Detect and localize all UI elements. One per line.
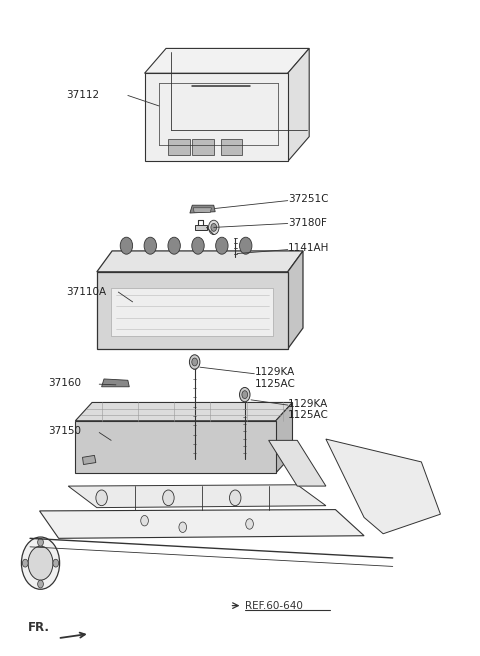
Circle shape (229, 490, 241, 506)
Circle shape (190, 355, 200, 369)
Text: 37180F: 37180F (288, 218, 326, 228)
Polygon shape (193, 208, 211, 213)
Polygon shape (97, 251, 303, 272)
Circle shape (192, 358, 198, 366)
Circle shape (144, 237, 156, 254)
Polygon shape (144, 49, 309, 73)
Polygon shape (97, 272, 288, 349)
Circle shape (168, 237, 180, 254)
Text: 37160: 37160 (48, 378, 81, 388)
Text: 1141AH: 1141AH (288, 243, 329, 253)
Circle shape (246, 519, 253, 529)
Circle shape (22, 537, 60, 589)
Polygon shape (83, 455, 96, 464)
Circle shape (192, 237, 204, 254)
Circle shape (208, 220, 219, 235)
Circle shape (240, 237, 252, 254)
Text: 1129KA: 1129KA (288, 399, 328, 409)
Circle shape (96, 490, 108, 506)
Polygon shape (288, 251, 303, 349)
Polygon shape (75, 420, 276, 473)
Circle shape (120, 237, 132, 254)
Text: 37251C: 37251C (288, 194, 328, 204)
Polygon shape (221, 138, 242, 155)
Circle shape (242, 391, 248, 399)
Text: FR.: FR. (28, 621, 49, 634)
Circle shape (179, 522, 187, 533)
Polygon shape (276, 403, 292, 473)
Text: 1125AC: 1125AC (288, 410, 329, 420)
Circle shape (211, 224, 216, 232)
Text: 1129KA: 1129KA (254, 367, 295, 377)
Polygon shape (68, 485, 326, 508)
Polygon shape (168, 138, 190, 155)
Circle shape (28, 546, 53, 580)
Polygon shape (190, 205, 215, 213)
Polygon shape (269, 440, 326, 486)
Text: REF.60-640: REF.60-640 (245, 601, 303, 611)
Polygon shape (102, 379, 129, 387)
Circle shape (163, 490, 174, 506)
Polygon shape (192, 138, 214, 155)
Polygon shape (75, 403, 292, 420)
Polygon shape (144, 73, 288, 161)
Polygon shape (111, 288, 274, 336)
Circle shape (37, 539, 43, 546)
Circle shape (216, 237, 228, 254)
Text: 1125AC: 1125AC (254, 379, 295, 388)
Polygon shape (288, 49, 309, 161)
Polygon shape (326, 439, 441, 534)
Text: 37150: 37150 (48, 426, 81, 436)
Polygon shape (195, 225, 206, 230)
Text: 37112: 37112 (66, 91, 99, 100)
Circle shape (53, 560, 59, 567)
Circle shape (141, 516, 148, 526)
Circle shape (240, 388, 250, 402)
Text: 37110A: 37110A (66, 287, 106, 297)
Circle shape (23, 560, 28, 567)
Circle shape (37, 580, 43, 588)
Polygon shape (39, 510, 364, 539)
